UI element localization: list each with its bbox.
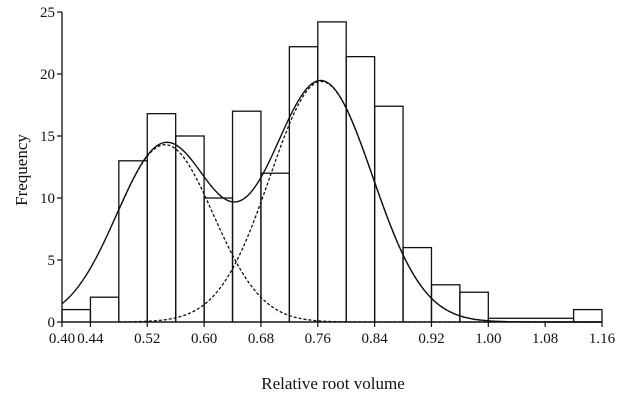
mixture-density-curve — [61, 79, 602, 323]
x-tick-label: 0.76 — [305, 331, 332, 347]
x-tick-label: 0.52 — [134, 331, 160, 347]
x-tick-label: 1.08 — [532, 331, 558, 347]
x-tick-label: 0.68 — [248, 331, 274, 347]
x-tick-label: 0.44 — [77, 331, 104, 347]
component-density-curve-1 — [118, 144, 602, 323]
x-tick-label: 0.60 — [191, 331, 217, 347]
x-tick-label: 0.40 — [49, 331, 75, 347]
y-tick-label: 25 — [40, 5, 55, 21]
y-tick-label: 20 — [40, 67, 55, 83]
histogram-bar-0 — [61, 308, 92, 323]
x-axis-title: Relative root volume — [261, 374, 405, 393]
axes: 0 5 10 15 20 25 0.40 0.44 0.52 0.60 0.68 0.76 0.84 0.… — [40, 5, 616, 347]
histogram-bar-5 — [203, 197, 234, 323]
histogram-bar-2 — [118, 160, 148, 323]
histogram-bars — [61, 21, 603, 323]
y-axis-title: Frequency — [12, 134, 31, 206]
component-density-curve-2 — [118, 80, 602, 323]
y-tick-label: 5 — [48, 253, 56, 269]
x-tick-label: 0.92 — [418, 331, 444, 347]
y-tick-label: 0 — [48, 315, 56, 331]
histogram-bar-10 — [345, 55, 376, 323]
x-tick-label: 1.16 — [589, 331, 616, 347]
histogram-bar-6 — [231, 110, 262, 323]
histogram-bar-16 — [572, 308, 603, 323]
x-tick-label: 1.00 — [475, 331, 501, 347]
histogram-bar-13 — [430, 284, 461, 323]
histogram-bar-9 — [317, 21, 347, 323]
y-tick-label: 15 — [40, 129, 55, 145]
histogram-bar-12 — [402, 246, 433, 323]
histogram-bar-3 — [146, 113, 177, 323]
x-tick-label: 0.84 — [362, 331, 389, 347]
histogram-bar-1 — [89, 296, 120, 323]
histogram-bar-8 — [288, 46, 319, 323]
density-curves — [61, 79, 602, 323]
histogram-bar-7 — [260, 172, 291, 323]
y-tick-label: 10 — [40, 191, 55, 207]
histogram-bar-4 — [175, 135, 205, 323]
histogram-bar-11 — [373, 105, 404, 323]
